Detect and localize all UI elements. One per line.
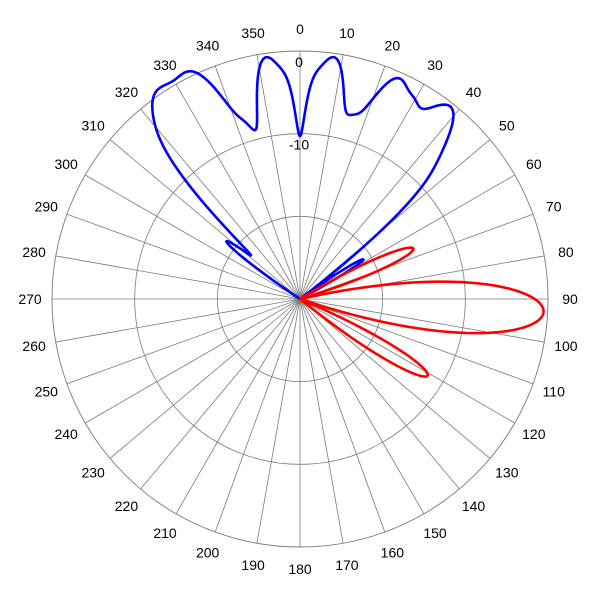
angle-tick-label: 190 [241, 557, 265, 573]
grid-spoke [214, 298, 301, 533]
angle-tick-label: 160 [381, 545, 405, 561]
angle-tick-label: 260 [22, 338, 46, 354]
radial-tick-label: 0 [295, 54, 303, 70]
grid-spoke [55, 255, 301, 300]
angle-tick-label: 0 [296, 21, 304, 37]
label-layer: 0 10 20 30 40 50 60 70 80 90 100 110 120 130 140 150 160… [18, 21, 578, 577]
angle-tick-label: 210 [153, 525, 177, 541]
angle-tick-label: 280 [22, 244, 46, 260]
grid-spoke [175, 298, 301, 514]
grid-spoke [256, 54, 301, 300]
angle-tick-label: 240 [54, 426, 78, 442]
grid-spoke [175, 84, 301, 300]
grid-spoke [66, 298, 301, 385]
angle-tick-label: 200 [196, 545, 220, 561]
angle-tick-label: 270 [18, 291, 42, 307]
grid-spoke [256, 298, 301, 544]
angle-tick-label: 250 [35, 383, 59, 399]
angle-tick-label: 340 [196, 37, 220, 53]
grid-spoke [66, 213, 301, 300]
grid-spoke [299, 108, 460, 300]
angle-tick-label: 180 [288, 561, 312, 577]
radial-tick-label: -10 [289, 137, 309, 153]
angle-tick-label: 310 [81, 117, 105, 133]
grid-spoke [299, 65, 386, 300]
grid-spoke [109, 139, 301, 300]
grid-spoke [85, 174, 301, 300]
grid-spoke [299, 298, 425, 514]
grid-spoke [85, 298, 301, 424]
angle-tick-label: 30 [427, 57, 443, 73]
grid-spoke [299, 54, 344, 300]
angle-tick-label: 220 [115, 498, 139, 514]
grid-spoke [299, 298, 386, 533]
series-layer [150, 55, 545, 378]
angle-tick-label: 110 [543, 383, 566, 399]
grid-spoke [55, 298, 301, 343]
angle-tick-label: 90 [562, 291, 578, 307]
angle-tick-label: 10 [339, 25, 355, 41]
angle-tick-label: 330 [153, 57, 177, 73]
angle-tick-label: 70 [546, 199, 562, 215]
angle-tick-label: 350 [241, 25, 265, 41]
grid-spoke [299, 298, 491, 459]
angle-tick-label: 100 [554, 338, 578, 354]
grid-spoke [299, 298, 515, 424]
angle-tick-label: 80 [558, 244, 574, 260]
series-line-0 [150, 55, 455, 301]
angle-tick-label: 150 [423, 525, 447, 541]
angle-tick-label: 290 [35, 199, 59, 215]
angle-tick-label: 300 [54, 156, 78, 172]
grid-spoke [299, 298, 344, 544]
angle-tick-label: 120 [522, 426, 546, 442]
angle-tick-label: 140 [462, 498, 486, 514]
series-line-1 [298, 246, 545, 378]
grid-spoke [299, 298, 545, 343]
grid-spoke [299, 84, 425, 300]
angle-tick-label: 60 [526, 156, 542, 172]
angle-tick-label: 320 [115, 84, 139, 100]
grid-spoke [140, 108, 301, 300]
angle-tick-label: 230 [81, 465, 105, 481]
angle-tick-label: 170 [335, 557, 359, 573]
angle-tick-label: 50 [499, 117, 515, 133]
grid-spoke [299, 298, 534, 385]
grid-spoke [140, 298, 301, 490]
grid-spoke [299, 213, 534, 300]
angle-tick-label: 130 [495, 465, 519, 481]
grid-spoke [299, 298, 460, 490]
angle-tick-label: 20 [385, 37, 401, 53]
angle-tick-label: 40 [466, 84, 482, 100]
grid-spoke [109, 298, 301, 459]
